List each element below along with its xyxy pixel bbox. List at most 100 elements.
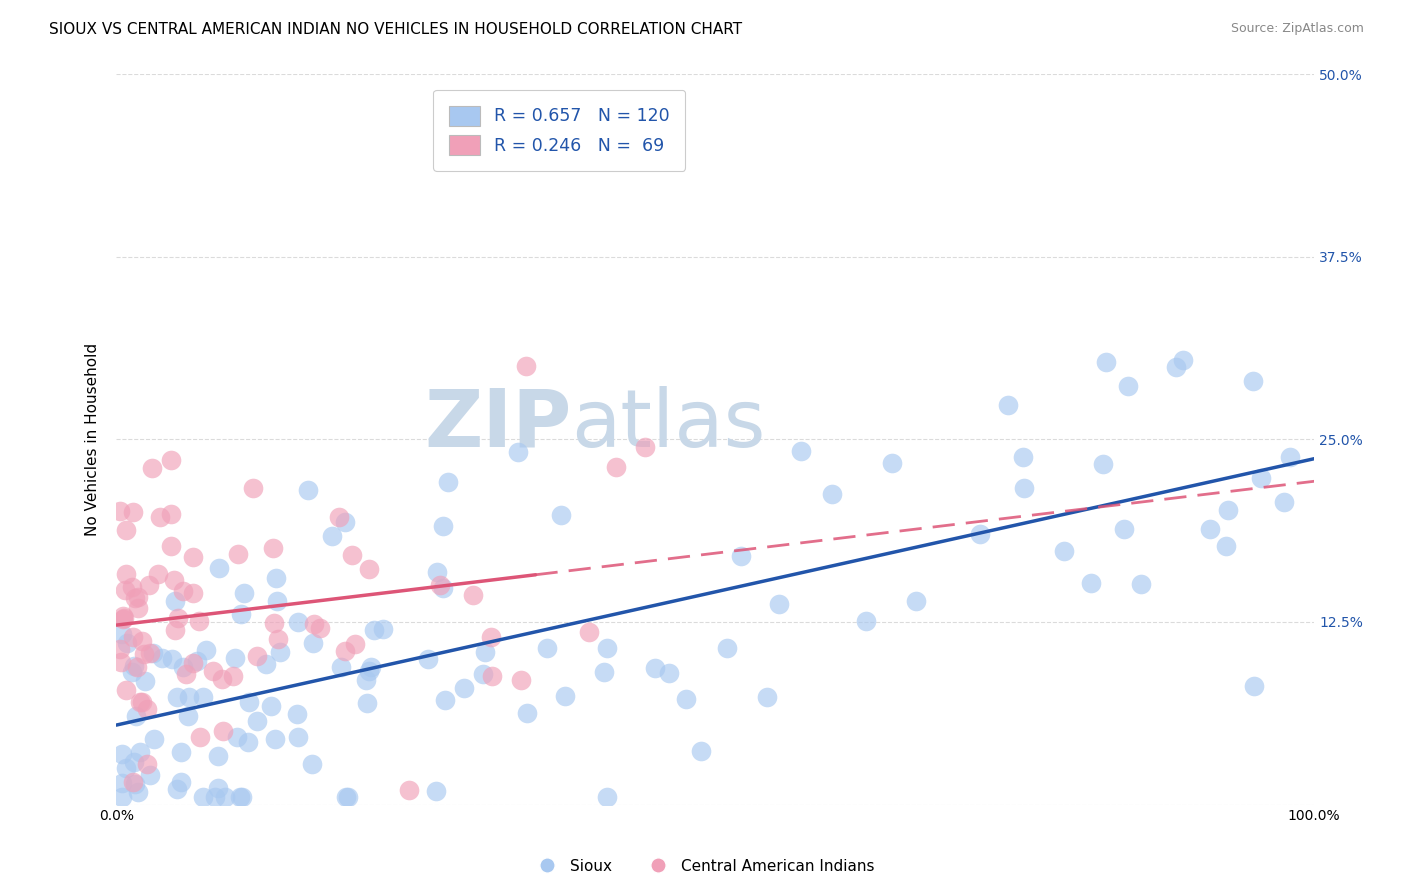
Point <box>267 632 290 646</box>
Point <box>115 566 138 581</box>
Point <box>238 695 260 709</box>
Point <box>357 561 380 575</box>
Point <box>461 588 484 602</box>
Point <box>453 681 475 695</box>
Point <box>115 761 138 775</box>
Point <box>790 443 813 458</box>
Point <box>142 646 165 660</box>
Point <box>207 749 229 764</box>
Point <box>242 481 264 495</box>
Point <box>1278 450 1301 464</box>
Point <box>188 730 211 744</box>
Point <box>1011 450 1033 464</box>
Point <box>329 660 352 674</box>
Point <box>166 611 188 625</box>
Point <box>131 633 153 648</box>
Point <box>1080 576 1102 591</box>
Point <box>821 486 844 500</box>
Point <box>416 651 439 665</box>
Point <box>122 658 145 673</box>
Point <box>124 591 146 605</box>
Point <box>1130 577 1153 591</box>
Point <box>596 790 619 805</box>
Point <box>108 642 131 657</box>
Point <box>905 593 928 607</box>
Point <box>340 548 363 562</box>
Point <box>536 641 558 656</box>
Point <box>515 359 537 374</box>
Point <box>262 541 284 555</box>
Legend: Sioux, Central American Indians: Sioux, Central American Indians <box>526 853 880 880</box>
Point <box>1095 355 1118 369</box>
Point <box>233 586 256 600</box>
Point <box>170 745 193 759</box>
Point <box>297 483 319 497</box>
Point <box>301 757 323 772</box>
Point <box>309 621 332 635</box>
Point <box>115 636 138 650</box>
Point <box>165 594 187 608</box>
Point <box>333 515 356 529</box>
Point <box>176 666 198 681</box>
Point <box>516 706 538 720</box>
Point <box>136 757 159 772</box>
Point <box>1116 379 1139 393</box>
Point <box>716 641 738 656</box>
Point <box>112 611 135 625</box>
Point <box>204 790 226 805</box>
Point <box>254 657 277 671</box>
Point <box>181 657 204 671</box>
Point <box>1012 481 1035 495</box>
Point <box>432 581 454 595</box>
Point <box>363 624 385 638</box>
Point <box>426 565 449 579</box>
Point <box>433 693 456 707</box>
Point <box>1052 544 1074 558</box>
Point <box>1164 359 1187 374</box>
Point <box>224 651 246 665</box>
Point <box>208 561 231 575</box>
Point <box>121 580 143 594</box>
Point <box>160 453 183 467</box>
Point <box>554 689 576 703</box>
Point <box>755 690 778 704</box>
Point <box>121 665 143 679</box>
Y-axis label: No Vehicles in Household: No Vehicles in Household <box>86 343 100 536</box>
Point <box>689 744 711 758</box>
Point <box>226 547 249 561</box>
Point <box>231 607 253 622</box>
Point <box>321 528 343 542</box>
Point <box>1199 522 1222 536</box>
Point <box>160 508 183 522</box>
Point <box>471 667 494 681</box>
Point <box>371 622 394 636</box>
Point <box>111 747 134 761</box>
Point <box>131 695 153 709</box>
Point <box>149 509 172 524</box>
Point <box>127 600 149 615</box>
Point <box>166 690 188 705</box>
Point <box>260 699 283 714</box>
Point <box>201 664 224 678</box>
Point <box>768 598 790 612</box>
Point <box>162 573 184 587</box>
Point <box>127 590 149 604</box>
Point <box>112 609 135 624</box>
Point <box>596 641 619 656</box>
Point <box>436 475 458 490</box>
Point <box>110 656 132 670</box>
Point <box>124 777 146 791</box>
Point <box>231 790 253 805</box>
Point <box>425 784 447 798</box>
Point <box>578 625 600 640</box>
Point <box>135 701 157 715</box>
Point <box>122 775 145 789</box>
Point <box>1218 503 1240 517</box>
Point <box>354 673 377 688</box>
Point <box>328 510 350 524</box>
Point <box>356 696 378 710</box>
Point <box>195 643 218 657</box>
Point <box>177 690 200 705</box>
Point <box>212 724 235 739</box>
Point <box>398 783 420 797</box>
